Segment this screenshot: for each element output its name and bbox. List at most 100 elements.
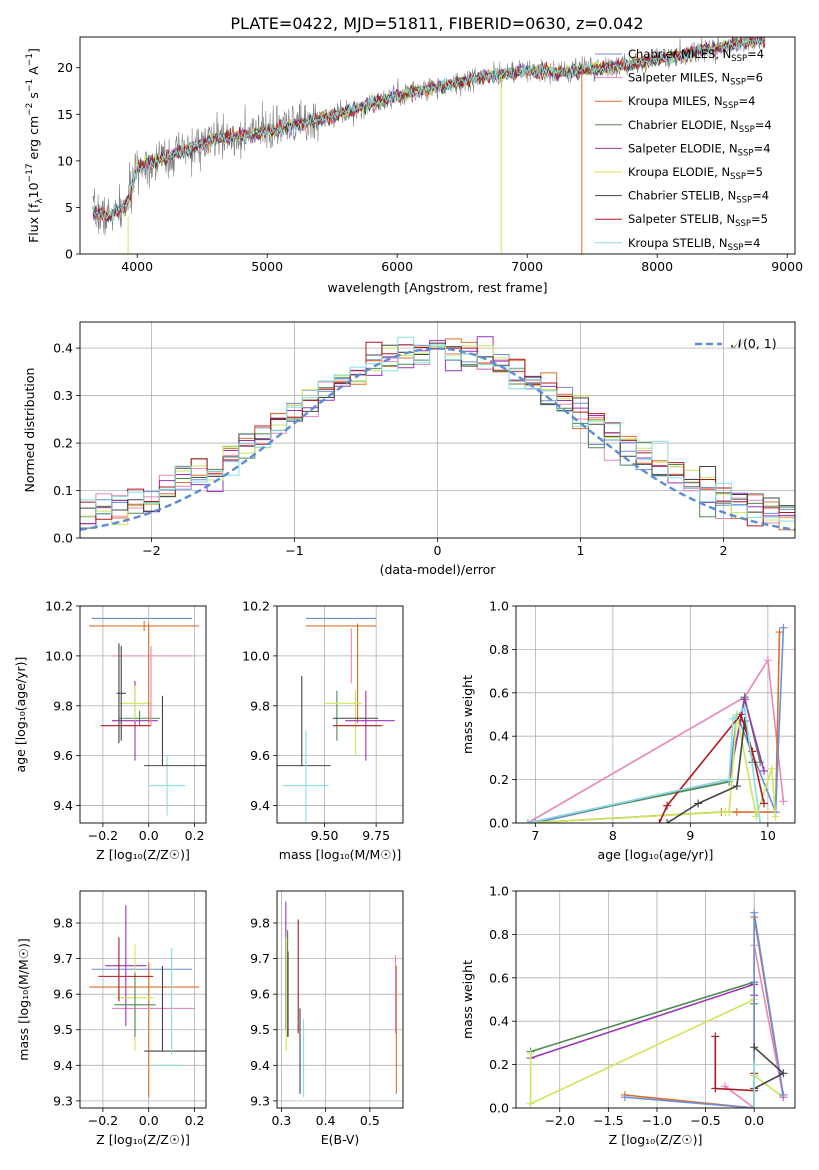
- figure-title: PLATE=0422, MJD=51811, FIBERID=0630, z=0…: [230, 14, 643, 33]
- mw-marker-kroupa_elodie: [725, 808, 734, 817]
- mw-line-chabrier_miles: [624, 912, 785, 1108]
- axes-frame: [515, 890, 796, 1109]
- y-label-part: −17: [25, 163, 35, 182]
- y-tick-label: 0.1: [53, 483, 73, 498]
- mw-marker-chabrier_stelib: [694, 799, 703, 808]
- mw-marker-kroupa_elodie: [767, 764, 776, 773]
- x-axis-label: Z [log₁₀(Z/Z☉)]: [96, 1132, 190, 1147]
- x-tick-label: 8000: [641, 259, 673, 274]
- y-tick-label: 9.8: [53, 916, 73, 931]
- y-tick-label: 9.6: [53, 748, 73, 763]
- x-axis-label: mass [log₁₀(M/M☉)]: [279, 847, 401, 862]
- y-tick-label: 0.4: [489, 1014, 509, 1029]
- y-tick-label: 0.6: [489, 970, 509, 985]
- y-tick-label: 10: [57, 153, 73, 168]
- legend-text: Kroupa MILES, N: [628, 94, 723, 108]
- x-tick-label: 0.0: [139, 828, 159, 843]
- legend-sub: SSP: [736, 196, 752, 206]
- mw-marker-kroupa_stelib: [523, 819, 532, 823]
- residual-hists: [80, 336, 795, 538]
- residual-hist-kroupa_stelib: [80, 336, 795, 538]
- x-axis-label: Z [log₁₀(Z/Z☉)]: [609, 1132, 703, 1147]
- y-tick-label: 10.0: [45, 648, 73, 663]
- mass_vs_Z-panel: −0.2 0.0 0.2 9.3 9.4 9.5 9.6 9.7 9.8 Z [log₁₀(Z/Z…: [16, 890, 207, 1147]
- x-axis-label: wavelength [Angstrom, rest frame]: [327, 280, 547, 295]
- x-axis-label: Z [log₁₀(Z/Z☉)]: [96, 847, 190, 862]
- legend-n: =4: [743, 236, 760, 250]
- age_vs_mass-panel: 9.50 9.75 9.4 9.6 9.8 10.0 10.2 mass [log₁₀(M/M…: [242, 599, 404, 862]
- mw-marker-kroupa_stelib: [725, 775, 734, 784]
- y-label-part: λ: [35, 198, 45, 204]
- mw-marker-kroupa_stelib: [750, 1060, 759, 1069]
- mw-marker-salpeter_stelib: [663, 801, 672, 810]
- mw-marker-kroupa_elodie: [771, 812, 780, 821]
- y-tick-label: 0: [65, 247, 73, 262]
- legend-sub: SSP: [730, 172, 746, 182]
- mw-marker-salpeter_miles: [779, 797, 788, 806]
- legend-text: Salpeter ELODIE, N: [628, 141, 738, 155]
- residual-hist-salpeter_elodie: [80, 336, 795, 538]
- y-label-part: 10: [26, 182, 41, 198]
- legend-label-salpeter_miles: Salpeter MILES, NSSP=6: [628, 71, 763, 88]
- y-label-part: erg cm: [26, 116, 41, 164]
- y-tick-label: 9.6: [250, 748, 270, 763]
- y-label-part: −1: [25, 53, 35, 66]
- x-tick-label: −1.0: [642, 1113, 672, 1128]
- residuals-panel: −2 −1 0 1 2 0.0 0.1 0.2 0.3 0.4 (data-model)/error…: [22, 321, 796, 577]
- axes-frame: [79, 605, 207, 824]
- mw-line-kroupa_stelib: [527, 706, 761, 823]
- legend-label-salpeter_elodie: Salpeter ELODIE, NSSP=4: [628, 141, 771, 158]
- x-tick-label: 7000: [511, 259, 543, 274]
- y-tick-label: 9.4: [53, 1058, 73, 1073]
- mw-marker-salpeter_stelib: [655, 819, 664, 823]
- y-tick-label: 1.0: [489, 599, 509, 614]
- y-label-part: Flux [f: [26, 203, 41, 243]
- legend-n: =4: [754, 141, 771, 155]
- mw_vs_Z-panel: −2.0 −1.5 −1.0 −0.5 0.0 0.0 0.2 0.4 0.6 0.8 1.0 Z […: [460, 884, 796, 1147]
- y-tick-label: 9.4: [250, 798, 270, 813]
- mw-marker-chabrier_miles: [750, 908, 759, 917]
- legend-text: Salpeter STELIB, N: [628, 212, 735, 226]
- mw_vs_Z-lines: [526, 908, 788, 1108]
- x-tick-label: 0.3: [271, 1113, 291, 1128]
- legend-sub: SSP: [738, 148, 754, 158]
- legend-sub: SSP: [728, 243, 744, 253]
- legend-label-kroupa_stelib: Kroupa STELIB, NSSP=4: [628, 236, 760, 253]
- y-tick-label: 9.3: [53, 1093, 73, 1108]
- x-tick-label: 9.75: [362, 828, 390, 843]
- legend-sub: SSP: [739, 125, 755, 135]
- x-tick-label: −2.0: [545, 1113, 575, 1128]
- y-tick-label: 0.0: [53, 531, 73, 546]
- axes-frame: [276, 890, 404, 1109]
- mw-marker-salpeter_stelib: [711, 1084, 720, 1093]
- legend-sub: SSP: [731, 54, 747, 64]
- mw-line-salpeter_miles: [527, 657, 785, 823]
- x-tick-label: −0.2: [88, 828, 118, 843]
- axes-frame: [79, 890, 207, 1109]
- x-axis-label: (data-model)/error: [380, 562, 497, 577]
- legend-text: Kroupa STELIB, N: [628, 236, 728, 250]
- legend-text: Kroupa ELODIE, N: [628, 165, 730, 179]
- y-tick-label: 0.3: [53, 388, 73, 403]
- x-axis-label: E(B-V): [321, 1132, 360, 1147]
- y-tick-label: 0.4: [489, 729, 509, 744]
- mw-marker-salpeter_stelib: [760, 799, 768, 808]
- y-label-part: ]: [26, 48, 41, 53]
- y-tick-label: 1.0: [489, 884, 509, 899]
- axes-frame: [79, 36, 796, 255]
- legend-text: Chabrier ELODIE, N: [628, 118, 739, 132]
- x-tick-label: 0.2: [185, 1113, 205, 1128]
- x-tick-label: −1: [285, 543, 303, 558]
- y-tick-label: 9.6: [53, 987, 73, 1002]
- mw_vs_age-lines: [523, 623, 788, 823]
- y-tick-label: 0.6: [489, 685, 509, 700]
- mw-marker-chabrier_miles: [779, 1090, 788, 1099]
- y-tick-label: 0.4: [53, 341, 73, 356]
- y-tick-label: 10.2: [45, 599, 73, 614]
- x-tick-label: 9: [686, 828, 694, 843]
- x-tick-label: 0.0: [139, 1113, 159, 1128]
- age_vs_Z-panel: −0.2 0.0 0.2 9.4 9.6 9.8 10.0 10.2 Z [log₁₀(Z/Z☉…: [13, 599, 207, 862]
- x-tick-label: 1: [577, 543, 585, 558]
- mw-marker-kroupa_elodie: [526, 1099, 535, 1108]
- legend-label-chabrier_miles: Chabrier MILES, NSSP=4: [628, 47, 764, 64]
